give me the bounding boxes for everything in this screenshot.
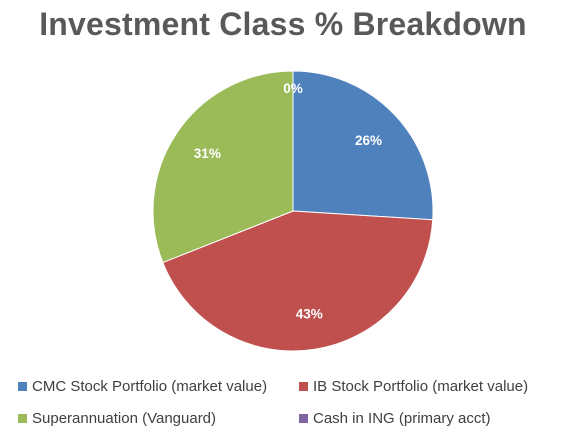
legend-label: CMC Stock Portfolio (market value) xyxy=(32,378,268,395)
data-label: 0% xyxy=(283,81,303,96)
chart-title: Investment Class % Breakdown xyxy=(39,6,527,42)
legend-item-superannuation: Superannuation (Vanguard) xyxy=(18,410,216,427)
legend-label: IB Stock Portfolio (market value) xyxy=(313,378,529,395)
data-label: 43% xyxy=(296,306,323,321)
legend-item-cash-in-ing: Cash in ING (primary acct) xyxy=(299,410,491,427)
legend-swatch xyxy=(18,382,27,391)
legend-item-ib-stock-portfolio: IB Stock Portfolio (market value) xyxy=(299,378,528,395)
slice-ib-stock-portfolio xyxy=(162,210,434,352)
legend-item-cmc-stock-portfolio: CMC Stock Portfolio (market value) xyxy=(18,378,267,395)
legend-swatch xyxy=(18,414,27,423)
data-label: 31% xyxy=(194,146,221,161)
legend-label: Cash in ING (primary acct) xyxy=(313,410,491,427)
legend-label: Superannuation (Vanguard) xyxy=(32,410,217,427)
legend-swatch xyxy=(299,382,308,391)
data-label: 26% xyxy=(355,133,382,148)
legend-swatch xyxy=(299,414,308,423)
slice-superannuation xyxy=(152,70,294,264)
slice-cmc-stock-portfolio xyxy=(292,70,434,221)
